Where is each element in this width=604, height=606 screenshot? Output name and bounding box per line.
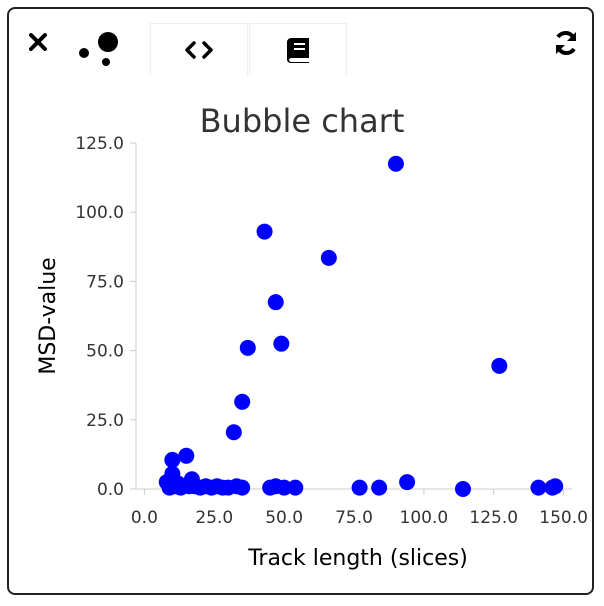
refresh-icon bbox=[556, 31, 576, 55]
chart-panel bbox=[7, 7, 594, 595]
data-point bbox=[234, 479, 251, 496]
refresh-button[interactable] bbox=[550, 27, 582, 59]
data-point bbox=[234, 393, 251, 410]
x-tick-label: 100.0 bbox=[400, 508, 449, 528]
x-tick-label: 75.0 bbox=[335, 508, 373, 528]
data-point bbox=[239, 339, 256, 356]
data-point bbox=[547, 478, 564, 495]
tab-code[interactable] bbox=[150, 23, 248, 75]
bubble-chart-button[interactable] bbox=[77, 25, 123, 67]
x-tick-label: 50.0 bbox=[265, 508, 303, 528]
data-point bbox=[491, 357, 508, 374]
close-button[interactable] bbox=[25, 29, 51, 55]
chart-title: Bubble chart bbox=[200, 102, 405, 140]
data-point bbox=[225, 424, 242, 441]
x-tick-label: 0.0 bbox=[131, 508, 158, 528]
data-point bbox=[164, 451, 181, 468]
data-point bbox=[320, 249, 337, 266]
data-point bbox=[276, 479, 293, 496]
data-point bbox=[387, 155, 404, 172]
data-point bbox=[530, 479, 547, 496]
y-axis-label: MSD-value bbox=[36, 257, 61, 374]
y-tick-label: 50.0 bbox=[86, 342, 124, 362]
data-point bbox=[351, 479, 368, 496]
data-point bbox=[455, 481, 471, 497]
axes: 0.0 25.0 50.0 75.0 100.0 125.0 0.0 25.0 50.0 75.0… bbox=[75, 134, 588, 528]
x-tick-label: 150.0 bbox=[539, 508, 588, 528]
data-point bbox=[287, 479, 304, 496]
x-tick-label: 125.0 bbox=[469, 508, 518, 528]
tab-documentation[interactable] bbox=[249, 23, 347, 75]
toolbar bbox=[9, 9, 592, 75]
data-point bbox=[256, 223, 273, 240]
y-tick-label: 25.0 bbox=[86, 411, 124, 431]
x-tick-label: 25.0 bbox=[195, 508, 233, 528]
data-point bbox=[399, 474, 416, 491]
x-axis-label: Track length (slices) bbox=[247, 546, 468, 571]
data-point bbox=[273, 335, 290, 352]
book-icon bbox=[287, 37, 309, 63]
y-tick-label: 0.0 bbox=[97, 480, 124, 500]
data-point bbox=[267, 294, 284, 311]
close-icon bbox=[29, 33, 47, 51]
y-tick-label: 75.0 bbox=[86, 272, 124, 292]
y-tick-label: 100.0 bbox=[75, 203, 124, 223]
data-points bbox=[158, 155, 564, 497]
y-tick-label: 125.0 bbox=[75, 134, 124, 154]
code-icon bbox=[185, 40, 213, 59]
data-point bbox=[178, 447, 195, 464]
data-point bbox=[371, 479, 388, 496]
bubble-chart-icon bbox=[79, 32, 118, 66]
